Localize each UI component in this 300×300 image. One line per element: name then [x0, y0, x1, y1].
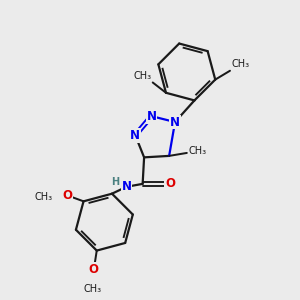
Text: O: O: [89, 263, 99, 276]
Text: N: N: [170, 116, 180, 128]
Text: N: N: [146, 110, 157, 123]
Text: N: N: [122, 180, 131, 193]
Text: CH₃: CH₃: [83, 284, 101, 294]
Text: CH₃: CH₃: [133, 71, 151, 81]
Text: O: O: [62, 189, 72, 202]
Text: CH₃: CH₃: [34, 192, 52, 202]
Text: CH₃: CH₃: [189, 146, 207, 157]
Text: CH₃: CH₃: [231, 59, 250, 69]
Text: H: H: [111, 177, 119, 188]
Text: O: O: [165, 177, 175, 190]
Text: N: N: [130, 129, 140, 142]
